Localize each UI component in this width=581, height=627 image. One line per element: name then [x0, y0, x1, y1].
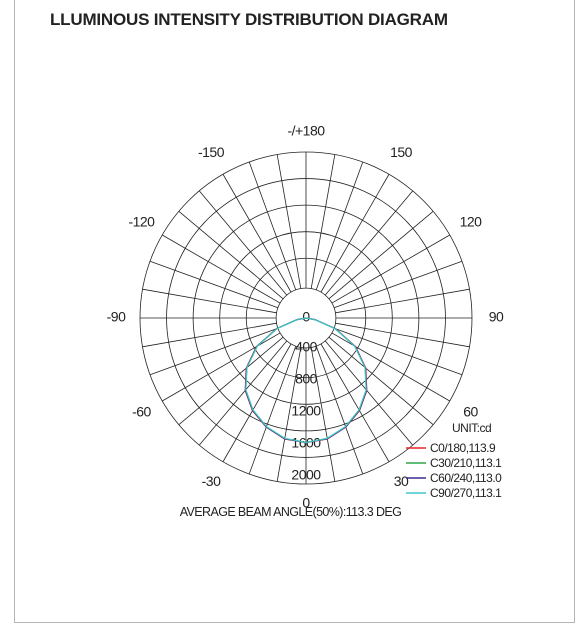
angle-tick-label: 150 [390, 144, 413, 160]
grid-spoke [142, 288, 277, 314]
angle-tick-label: 90 [489, 309, 504, 325]
grid-spoke [178, 336, 284, 426]
unit-label: UNIT:cd [452, 421, 491, 435]
grid-spoke [335, 322, 470, 348]
angle-tick-label: -120 [128, 214, 155, 230]
grid-spoke [222, 343, 292, 462]
beam-angle-caption: AVERAGE BEAM ANGLE(50%):113.3 DEG [179, 505, 402, 519]
grid-spoke [331, 234, 450, 304]
angle-tick-label: 0 [302, 495, 310, 511]
angle-tick-label: 30 [394, 473, 409, 489]
grid-spoke [315, 345, 364, 475]
r-tick-label: 0 [302, 309, 310, 325]
grid-spoke [320, 174, 390, 293]
grid-spoke [324, 190, 414, 296]
legend-label: C90/270,113.1 [430, 486, 502, 500]
grid-spoke [162, 234, 281, 304]
grid-spoke [178, 210, 284, 300]
grid-spoke [335, 288, 470, 314]
grid-spoke [198, 340, 288, 446]
r-tick-label: 2000 [291, 467, 321, 483]
angle-tick-label: -/+180 [287, 123, 325, 139]
grid-spoke [142, 322, 277, 348]
grid-spoke [310, 154, 336, 289]
angle-tick-label: 120 [460, 214, 483, 230]
grid-spoke [328, 336, 434, 426]
angle-tick-label: 60 [463, 404, 478, 420]
intensity-curves [244, 317, 368, 444]
grid-spoke [276, 347, 302, 482]
grid-spoke [248, 161, 297, 291]
r-tick-label: 1200 [291, 403, 321, 419]
angle-tick-label: -30 [202, 473, 221, 489]
grid-spoke [315, 161, 364, 291]
legend: UNIT:cd C0/180,113.9C30/210,113.1C60/240,… [406, 421, 503, 500]
grid-spoke [320, 343, 390, 462]
legend-label: C0/180,113.9 [430, 441, 496, 455]
grid-spoke [276, 154, 302, 289]
grid-spoke [310, 347, 336, 482]
series-curve [245, 317, 367, 444]
chart-frame [14, 0, 575, 623]
grid-spoke [248, 345, 297, 475]
grid-spoke [162, 332, 281, 402]
grid-spoke [222, 174, 292, 293]
angle-tick-label: -90 [107, 309, 126, 325]
grid-spoke [324, 340, 414, 446]
grid-spoke [331, 332, 450, 402]
grid-spoke [333, 260, 463, 309]
r-tick-label: 800 [295, 371, 318, 387]
angle-tick-labels: -/+180 150 -150 120 -120 90 -90 60 -60 30 -30 0 [107, 123, 505, 511]
grid-spoke [328, 210, 434, 300]
angle-tick-label: -150 [198, 144, 225, 160]
r-tick-label: 400 [295, 339, 318, 355]
grid-spoke [149, 327, 279, 376]
grid-spoke [198, 190, 288, 296]
polar-grid [139, 151, 473, 485]
grid-spoke [333, 327, 463, 376]
grid-spoke [149, 260, 279, 309]
angle-tick-label: -60 [132, 404, 151, 420]
legend-label: C30/210,113.1 [430, 456, 502, 470]
chart-title: LLUMINOUS INTENSITY DISTRIBUTION DIAGRAM [50, 10, 448, 29]
legend-label: C60/240,113.0 [430, 471, 502, 485]
